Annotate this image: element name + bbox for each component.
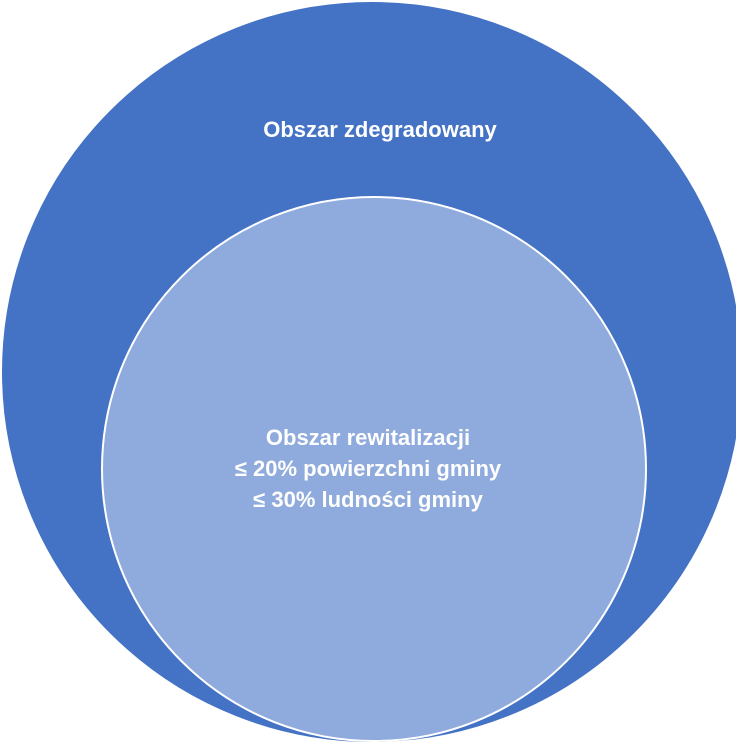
revitalization-area-circle	[101, 196, 647, 742]
population-limit-text: ≤ 30% ludności gminy	[253, 487, 483, 512]
area-limit-text: ≤ 20% powierzchni gminy	[234, 456, 502, 481]
revitalization-title: Obszar rewitalizacji	[265, 425, 471, 450]
degraded-area-label: Obszar zdegradowany	[263, 117, 497, 142]
revitalization-area-label: Obszar rewitalizacji ≤ 20% powierzchni g…	[168, 422, 568, 515]
